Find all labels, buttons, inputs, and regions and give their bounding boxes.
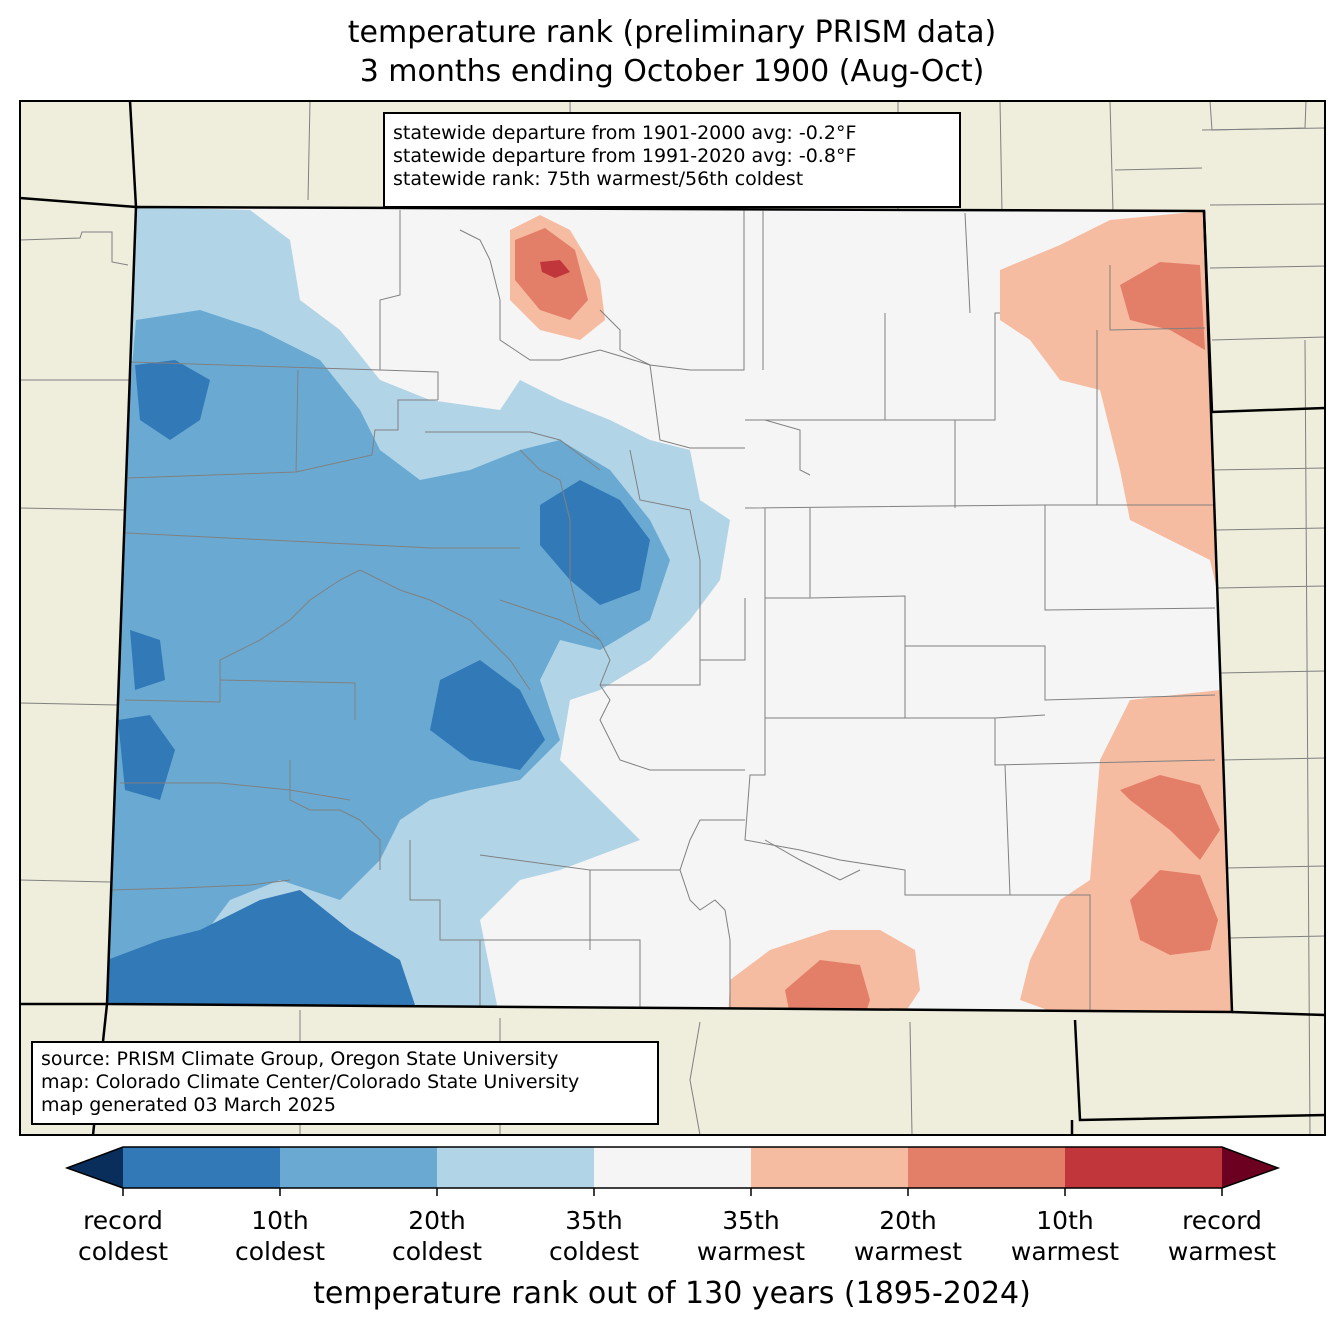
colorbar-extend-warm (1222, 1147, 1278, 1188)
colorbar-segment-5 (751, 1147, 908, 1188)
colorbar-tick-label: 20th coldest (391, 1206, 483, 1266)
colorbar-tick-label: 10th coldest (234, 1206, 326, 1266)
stats-line-1: statewide departure from 1901-2000 avg: … (393, 122, 857, 144)
stats-line-2: statewide departure from 1991-2020 avg: … (393, 145, 857, 167)
source-line-1: source: PRISM Climate Group, Oregon Stat… (41, 1048, 559, 1070)
colorbar-tick-label: 35th warmest (696, 1206, 806, 1266)
map-subtitle: 3 months ending October 1900 (Aug-Oct) (359, 54, 985, 89)
colorbar-tick-label: 10th warmest (1010, 1206, 1120, 1266)
source-credit-box: source: PRISM Climate Group, Oregon Stat… (31, 1041, 659, 1125)
colorbar-segment-7 (1065, 1147, 1222, 1188)
stats-line-3: statewide rank: 75th warmest/56th coldes… (393, 168, 804, 190)
source-line-3: map generated 03 March 2025 (41, 1094, 336, 1116)
colorbar-segment-4 (594, 1147, 751, 1188)
map-frame (19, 100, 1326, 1136)
colorbar-ticks (122, 1188, 1223, 1196)
colorbar-tick-label: 20th warmest (853, 1206, 963, 1266)
map-title: temperature rank (preliminary PRISM data… (347, 15, 997, 50)
colorbar-segment-2 (280, 1147, 437, 1188)
colorbar-label: temperature rank out of 130 years (1895-… (313, 1276, 1031, 1311)
colorbar-segment-3 (437, 1147, 594, 1188)
statewide-stats-box: statewide departure from 1901-2000 avg: … (383, 112, 961, 208)
colorbar-segment-1 (123, 1147, 280, 1188)
source-line-2: map: Colorado Climate Center/Colorado St… (41, 1071, 580, 1093)
colorbar (64, 1146, 1281, 1196)
colorbar-tick-label: record warmest (1167, 1206, 1277, 1266)
colorbar-segment-6 (908, 1147, 1065, 1188)
colorbar-tick-label: 35th coldest (548, 1206, 640, 1266)
colorbar-extend-cold (67, 1147, 123, 1188)
county-lines (109, 210, 1216, 1012)
colorbar-tick-label: record coldest (77, 1206, 169, 1266)
